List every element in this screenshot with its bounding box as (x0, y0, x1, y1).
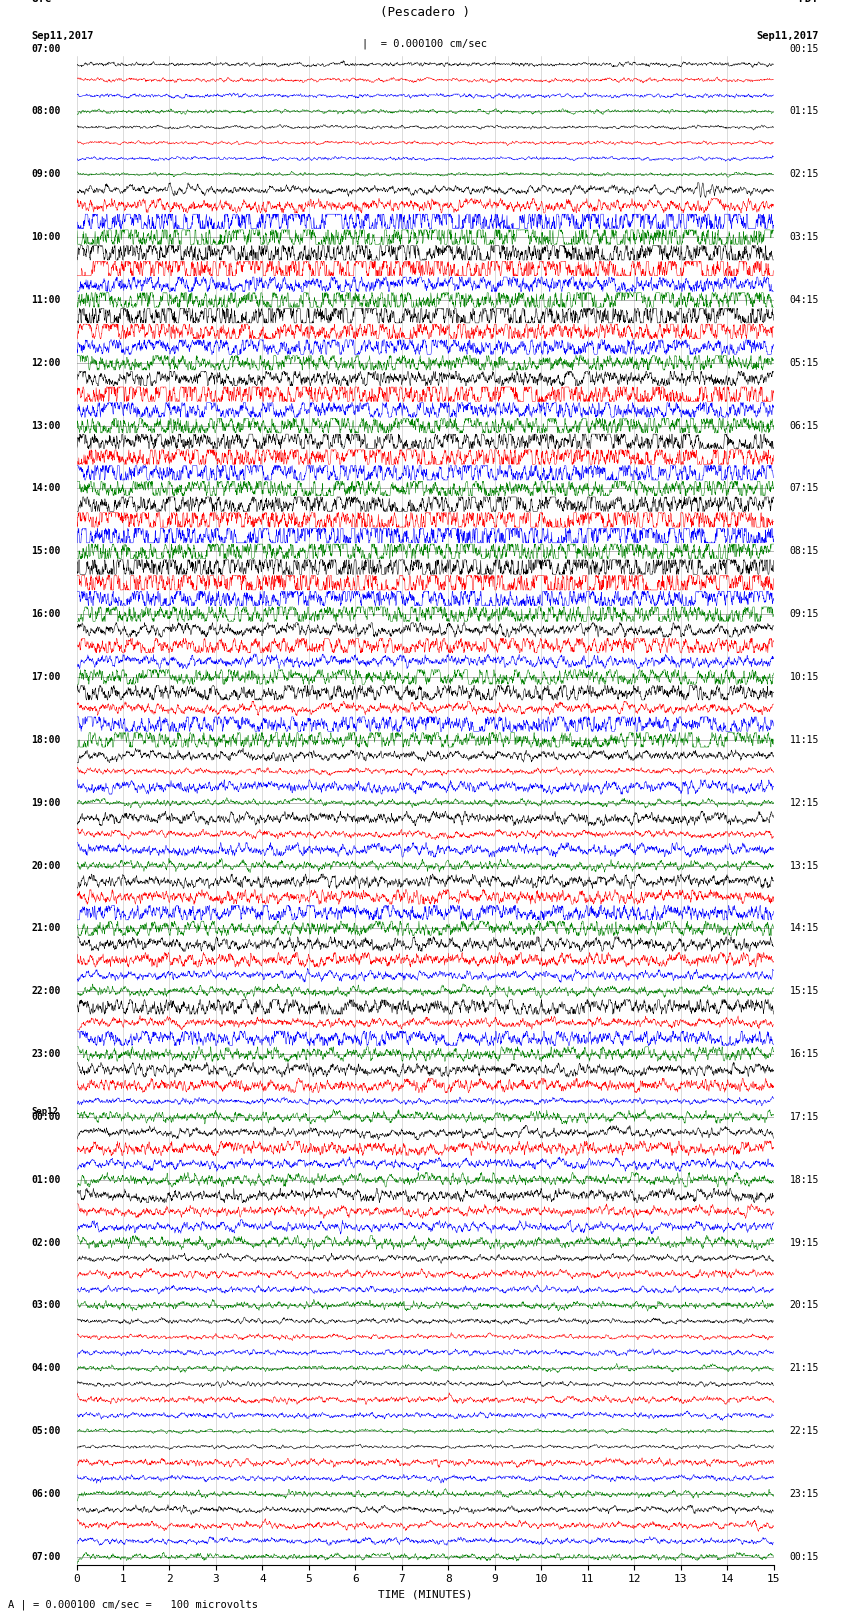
Text: 14:15: 14:15 (790, 923, 819, 934)
Text: |  = 0.000100 cm/sec: | = 0.000100 cm/sec (362, 39, 488, 48)
Text: 07:15: 07:15 (790, 484, 819, 494)
Text: PDT: PDT (798, 0, 819, 3)
Text: 13:00: 13:00 (31, 421, 60, 431)
Text: 21:15: 21:15 (790, 1363, 819, 1373)
Text: 06:15: 06:15 (790, 421, 819, 431)
Text: 03:00: 03:00 (31, 1300, 60, 1310)
Text: 11:15: 11:15 (790, 736, 819, 745)
Text: 11:00: 11:00 (31, 295, 60, 305)
Text: 22:00: 22:00 (31, 986, 60, 997)
Text: 04:00: 04:00 (31, 1363, 60, 1373)
Text: 13:15: 13:15 (790, 860, 819, 871)
Text: 04:15: 04:15 (790, 295, 819, 305)
Text: 15:15: 15:15 (790, 986, 819, 997)
Text: 05:00: 05:00 (31, 1426, 60, 1436)
Text: 02:15: 02:15 (790, 169, 819, 179)
Text: 15:00: 15:00 (31, 547, 60, 556)
Text: 06:00: 06:00 (31, 1489, 60, 1498)
Text: 00:00: 00:00 (31, 1111, 60, 1123)
Text: 23:00: 23:00 (31, 1048, 60, 1060)
Text: 08:00: 08:00 (31, 106, 60, 116)
Text: (Pescadero ): (Pescadero ) (380, 6, 470, 19)
Text: 00:15: 00:15 (790, 1552, 819, 1561)
Text: 03:15: 03:15 (790, 232, 819, 242)
Text: 19:00: 19:00 (31, 798, 60, 808)
Text: 17:00: 17:00 (31, 673, 60, 682)
Text: 22:15: 22:15 (790, 1426, 819, 1436)
Text: Sep12: Sep12 (31, 1107, 58, 1116)
Text: 16:00: 16:00 (31, 610, 60, 619)
Text: 18:00: 18:00 (31, 736, 60, 745)
Text: 12:00: 12:00 (31, 358, 60, 368)
Text: 00:15: 00:15 (790, 44, 819, 53)
Text: Sep11,2017: Sep11,2017 (31, 31, 94, 42)
Text: 10:00: 10:00 (31, 232, 60, 242)
Text: 05:15: 05:15 (790, 358, 819, 368)
Text: 17:15: 17:15 (790, 1111, 819, 1123)
Text: 14:00: 14:00 (31, 484, 60, 494)
Text: 18:15: 18:15 (790, 1174, 819, 1184)
Text: 19:15: 19:15 (790, 1237, 819, 1247)
Text: 20:15: 20:15 (790, 1300, 819, 1310)
Text: 10:15: 10:15 (790, 673, 819, 682)
Text: 07:00: 07:00 (31, 1552, 60, 1561)
Text: 08:15: 08:15 (790, 547, 819, 556)
Text: 16:15: 16:15 (790, 1048, 819, 1060)
Text: 02:00: 02:00 (31, 1237, 60, 1247)
Text: 12:15: 12:15 (790, 798, 819, 808)
Text: 01:15: 01:15 (790, 106, 819, 116)
Text: 07:00: 07:00 (31, 44, 60, 53)
Text: 21:00: 21:00 (31, 923, 60, 934)
Text: 23:15: 23:15 (790, 1489, 819, 1498)
Text: UTC: UTC (31, 0, 52, 3)
Text: 01:00: 01:00 (31, 1174, 60, 1184)
Text: 09:00: 09:00 (31, 169, 60, 179)
Text: Sep11,2017: Sep11,2017 (756, 31, 819, 42)
X-axis label: TIME (MINUTES): TIME (MINUTES) (377, 1590, 473, 1600)
Text: 20:00: 20:00 (31, 860, 60, 871)
Text: 09:15: 09:15 (790, 610, 819, 619)
Text: A | = 0.000100 cm/sec =   100 microvolts: A | = 0.000100 cm/sec = 100 microvolts (8, 1598, 258, 1610)
